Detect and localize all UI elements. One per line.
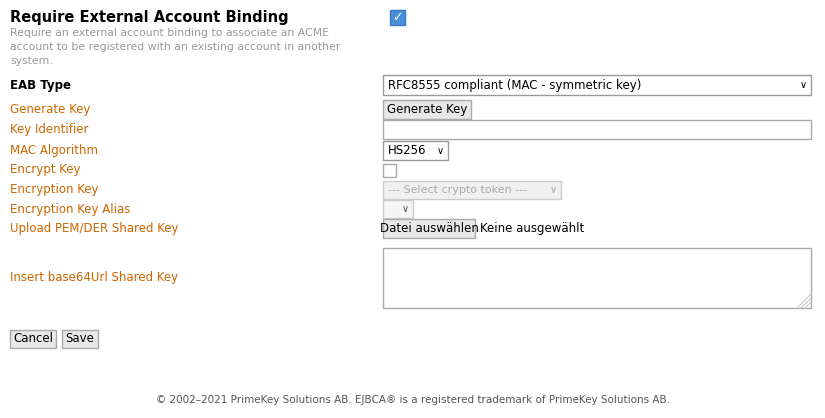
Bar — [383, 200, 413, 218]
Text: ∨: ∨ — [402, 204, 408, 214]
Bar — [383, 120, 811, 139]
Text: Save: Save — [65, 332, 94, 346]
Bar — [390, 10, 405, 25]
Bar — [383, 248, 811, 308]
Text: Keine ausgewählt: Keine ausgewählt — [480, 222, 584, 235]
Text: Insert base64Url Shared Key: Insert base64Url Shared Key — [10, 272, 178, 285]
Bar — [62, 330, 98, 348]
Text: Encrypt Key: Encrypt Key — [10, 163, 81, 176]
Bar — [10, 330, 56, 348]
Text: Require External Account Binding: Require External Account Binding — [10, 10, 289, 25]
Text: MAC Algorithm: MAC Algorithm — [10, 144, 98, 157]
Text: ∨: ∨ — [549, 185, 557, 195]
Bar — [383, 163, 396, 176]
Bar — [383, 75, 811, 95]
Text: Cancel: Cancel — [13, 332, 53, 346]
Text: Datei auswählen: Datei auswählen — [380, 222, 478, 235]
Text: Generate Key: Generate Key — [10, 103, 91, 116]
Bar — [383, 219, 475, 238]
Text: --- Select crypto token ---: --- Select crypto token --- — [388, 185, 527, 195]
Text: © 2002–2021 PrimeKey Solutions AB. EJBCA® is a registered trademark of PrimeKey : © 2002–2021 PrimeKey Solutions AB. EJBCA… — [155, 395, 670, 405]
Text: Encryption Key: Encryption Key — [10, 184, 98, 196]
Text: Encryption Key Alias: Encryption Key Alias — [10, 202, 130, 216]
Text: Upload PEM/DER Shared Key: Upload PEM/DER Shared Key — [10, 222, 178, 235]
Text: ∨: ∨ — [799, 80, 807, 90]
Text: Require an external account binding to associate an ACME
account to be registere: Require an external account binding to a… — [10, 28, 340, 66]
Text: HS256: HS256 — [388, 144, 427, 157]
Bar — [383, 141, 448, 160]
Text: RFC8555 compliant (MAC - symmetric key): RFC8555 compliant (MAC - symmetric key) — [388, 79, 641, 92]
Text: ∨: ∨ — [436, 145, 444, 155]
Text: EAB Type: EAB Type — [10, 79, 71, 92]
Bar — [383, 181, 561, 199]
Text: ✓: ✓ — [392, 11, 403, 24]
Text: Generate Key: Generate Key — [387, 103, 467, 116]
Text: Key Identifier: Key Identifier — [10, 123, 88, 136]
Bar — [383, 100, 471, 119]
